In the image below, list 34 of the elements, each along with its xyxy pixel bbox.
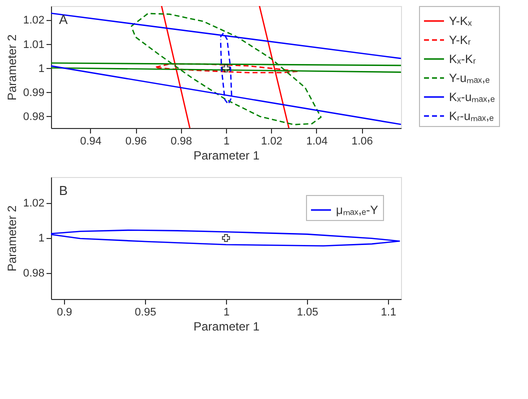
x-tick-label: 0.96: [125, 136, 147, 148]
x-axis-title: Parameter 1: [193, 320, 260, 334]
y-axis-title: Parameter 2: [5, 34, 20, 101]
y-tick-label: 1.02: [23, 14, 44, 27]
y-tick-label: 1: [38, 232, 44, 244]
line-series: [51, 230, 400, 246]
x-tick-label: 1.02: [261, 136, 282, 148]
legend-label: Kₓ-uₘₐₓ,ₑ: [449, 90, 496, 104]
x-tick-label: 1: [223, 306, 230, 318]
x-tick-label: 0.98: [170, 136, 192, 148]
y-tick-label: 0.99: [23, 86, 44, 99]
x-axis-title: Parameter 1: [193, 148, 260, 162]
x-tick-label: 1: [223, 136, 230, 148]
legend-label: μₘₐₓ,ₑ-Y: [336, 203, 378, 217]
x-tick-label: 0.95: [134, 306, 156, 318]
y-tick-label: 0.98: [23, 110, 44, 123]
legend-label: Kₓ-Kᵣ: [449, 52, 476, 66]
x-tick-label: 1.1: [380, 306, 396, 318]
x-tick-label: 0.9: [56, 306, 72, 318]
annotation: B: [59, 183, 68, 198]
legend-label: Kᵣ-uₘₐₓ,ₑ: [449, 109, 494, 123]
legend-label: Y-uₘₐₓ,ₑ: [449, 71, 490, 85]
x-tick-label: 1.05: [296, 306, 318, 318]
y-tick-label: 0.98: [23, 267, 44, 280]
x-tick-label: 0.94: [80, 136, 102, 148]
legend-label: Y-Kₓ: [449, 14, 472, 28]
y-tick-label: 1.02: [23, 198, 44, 210]
x-tick-label: 1.04: [306, 136, 328, 148]
x-tick-label: 1.06: [351, 136, 373, 148]
y-tick-label: 1.01: [23, 38, 44, 51]
y-axis-title: Parameter 2: [5, 205, 20, 272]
annotation: A: [59, 12, 68, 27]
y-tick-label: 1: [38, 62, 44, 75]
legend-label: Y-Kᵣ: [449, 33, 471, 47]
